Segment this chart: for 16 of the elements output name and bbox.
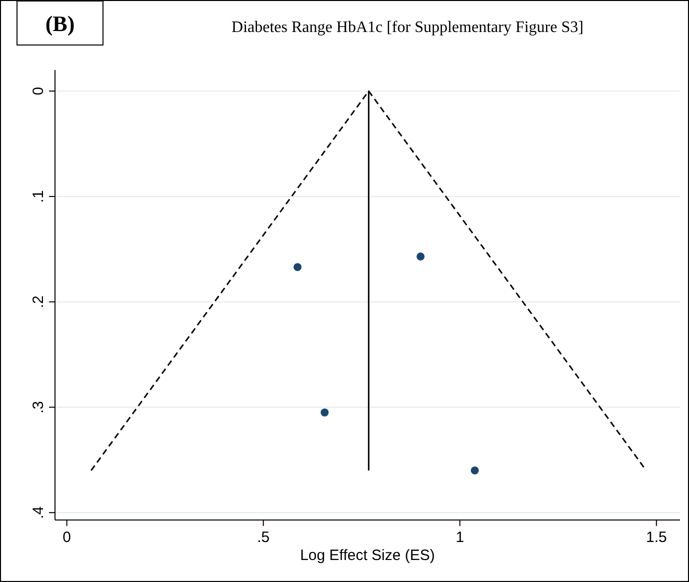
y-tick-label: .1 [30, 190, 47, 203]
y-tick-label: .2 [30, 296, 47, 308]
y-tick-label: .4 [30, 506, 47, 519]
y-tick-label: .3 [30, 400, 47, 414]
y-tick-label: 0 [30, 86, 47, 96]
x-tick-label: .5 [257, 529, 270, 546]
chart-title: Diabetes Range HbA1c [for Supplementary Figure S3] [232, 19, 584, 36]
text: (B) [45, 11, 75, 36]
point [416, 252, 425, 261]
x-tick-label: 1.5 [646, 529, 667, 546]
point [470, 466, 479, 474]
x-axis-title: Log Effect Size (ES) [300, 547, 435, 564]
x-tick-label: 1 [456, 529, 464, 546]
x-tick-label: 0 [62, 529, 71, 546]
point [294, 263, 302, 272]
point [320, 408, 329, 417]
